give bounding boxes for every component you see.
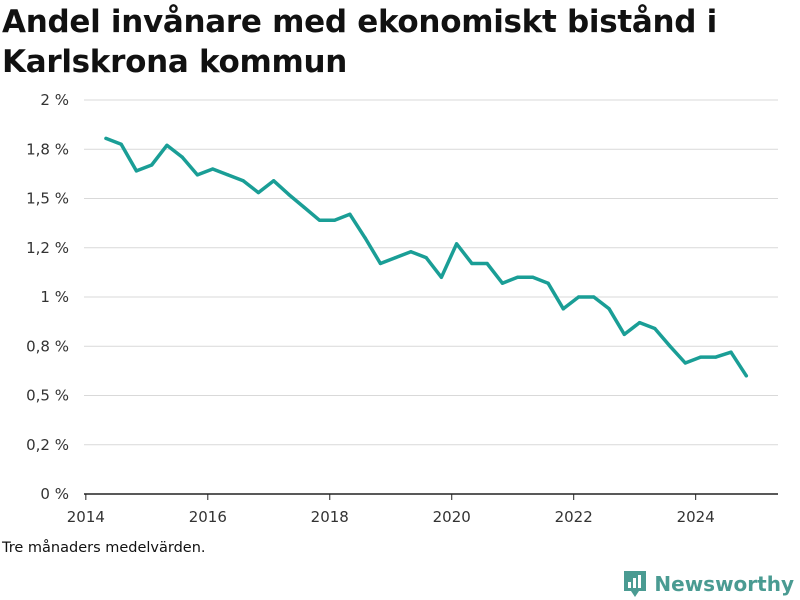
data-point xyxy=(485,261,489,266)
brand-name: Newsworthy xyxy=(654,572,794,596)
data-point xyxy=(348,212,352,216)
brand-logo: Newsworthy xyxy=(622,568,794,600)
data-point xyxy=(561,307,565,311)
data-point xyxy=(272,179,276,183)
data-point xyxy=(622,332,626,337)
x-tick-label: 2022 xyxy=(555,508,593,526)
y-tick-label: 0,2 % xyxy=(26,436,69,454)
y-tick-label: 1,8 % xyxy=(26,140,69,158)
grid-lines xyxy=(84,99,778,446)
data-point xyxy=(119,142,123,146)
page-title: Andel invånare med ekonomiskt bistånd i … xyxy=(2,4,717,80)
data-point xyxy=(729,350,733,354)
data-point xyxy=(211,167,215,171)
data-point xyxy=(455,242,459,246)
data-point xyxy=(637,321,642,325)
x-tick-label: 2018 xyxy=(311,508,349,526)
data-point xyxy=(592,295,596,299)
y-tick-label: 1,2 % xyxy=(26,239,69,257)
y-tick-label: 0,8 % xyxy=(26,337,69,355)
data-point xyxy=(333,218,337,222)
data-point xyxy=(424,256,428,260)
data-point xyxy=(653,326,657,331)
data-point xyxy=(470,261,474,266)
data-point xyxy=(195,173,200,177)
data-point xyxy=(698,355,703,359)
y-tick-label: 1 % xyxy=(40,288,69,306)
data-point xyxy=(302,205,306,209)
data-point xyxy=(134,169,139,173)
data-point xyxy=(683,361,687,365)
x-tick-label: 2016 xyxy=(189,508,227,526)
data-point xyxy=(531,275,535,279)
data-point xyxy=(256,190,261,195)
data-point xyxy=(150,163,154,167)
series-layer xyxy=(104,136,749,378)
data-point xyxy=(287,192,291,197)
data-point xyxy=(439,275,443,279)
y-tick-label: 1,5 % xyxy=(26,190,69,208)
data-point xyxy=(714,355,718,359)
y-tick-label: 2 % xyxy=(40,91,69,109)
footnote: Tre månaders medelvärden. xyxy=(2,540,206,556)
data-point xyxy=(409,250,413,254)
data-point xyxy=(607,307,611,311)
x-tick-label: 2024 xyxy=(677,508,715,526)
newsworthy-logo-icon xyxy=(624,571,647,597)
data-point xyxy=(180,155,184,159)
x-tick-label: 2020 xyxy=(433,508,471,526)
data-point xyxy=(576,295,581,299)
data-point xyxy=(363,236,367,240)
y-tick-label: 0 % xyxy=(40,485,69,503)
data-point xyxy=(317,218,321,222)
data-point xyxy=(241,179,245,183)
y-tick-label: 0,5 % xyxy=(26,387,69,405)
data-point xyxy=(668,344,672,348)
y-axis-tick-labels: 0 % 0,2 % 0,5 % 0,8 % 1 % 1,2 % 1,5 % 1,8 % 2 % xyxy=(26,91,69,503)
data-point xyxy=(500,281,504,285)
data-point xyxy=(165,143,169,147)
data-point xyxy=(226,173,230,177)
data-point xyxy=(744,374,748,378)
data-point xyxy=(104,136,108,141)
data-point xyxy=(546,281,550,285)
x-tick-label: 2014 xyxy=(67,508,105,526)
data-point xyxy=(378,261,382,266)
x-axis: 2014 2016 2018 2020 2022 2024 xyxy=(67,493,778,526)
data-point xyxy=(394,256,398,260)
data-point xyxy=(515,275,520,279)
